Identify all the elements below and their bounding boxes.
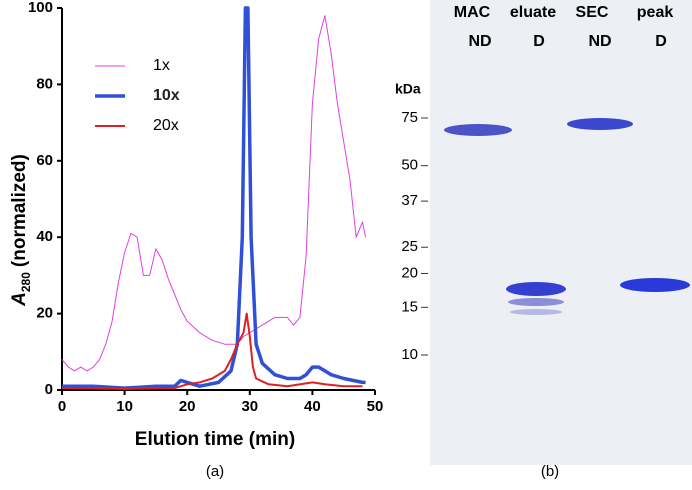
marker-label: 15 — [401, 298, 418, 315]
y-tick-label: 100 — [28, 0, 53, 16]
y-axis-title: A280(normalized) — [9, 154, 33, 307]
marker-label: 10 — [401, 346, 418, 363]
x-tick-label: 50 — [367, 398, 384, 415]
legend-label: 1x — [153, 57, 170, 74]
gel-band — [567, 118, 633, 130]
y-tick-label: 40 — [36, 228, 53, 245]
gel-band — [508, 298, 564, 306]
lane-header: SEC — [576, 4, 609, 21]
panel-label: (a) — [206, 463, 224, 480]
x-tick-label: 30 — [241, 398, 258, 415]
gel-band — [444, 124, 512, 136]
y-tick-label: 60 — [36, 152, 53, 169]
data-line — [62, 6, 366, 390]
y-tick-label: 0 — [45, 381, 53, 398]
marker-label: 50 — [401, 157, 418, 174]
lane-header: eluate — [510, 4, 556, 21]
lane-header: peak — [637, 4, 674, 21]
marker-label: 37 — [401, 192, 418, 209]
gel-band — [620, 278, 690, 292]
x-tick-label: 0 — [58, 398, 66, 415]
marker-label: 25 — [401, 238, 418, 255]
lane-header: MAC — [454, 4, 491, 21]
y-tick-label: 80 — [36, 75, 53, 92]
x-axis-title: Elution time (min) — [135, 429, 295, 450]
x-tick-label: 40 — [304, 398, 321, 415]
gel-image — [430, 0, 692, 465]
lane-state: D — [533, 33, 545, 50]
x-tick-label: 20 — [179, 398, 196, 415]
data-line — [61, 312, 363, 390]
lane-state: ND — [588, 33, 611, 50]
panel-label: (b) — [541, 463, 559, 480]
data-line — [61, 15, 367, 372]
marker-label: 20 — [401, 264, 418, 281]
legend-label: 10x — [153, 87, 180, 104]
y-tick-label: 20 — [36, 305, 53, 322]
gel-unit: kDa — [395, 81, 421, 97]
lane-state: D — [655, 33, 667, 50]
lane-state: ND — [468, 33, 491, 50]
marker-label: 75 — [401, 109, 418, 126]
x-tick-label: 10 — [116, 398, 133, 415]
legend-label: 20x — [153, 117, 179, 134]
gel-band — [510, 309, 562, 315]
gel-band — [506, 282, 566, 296]
